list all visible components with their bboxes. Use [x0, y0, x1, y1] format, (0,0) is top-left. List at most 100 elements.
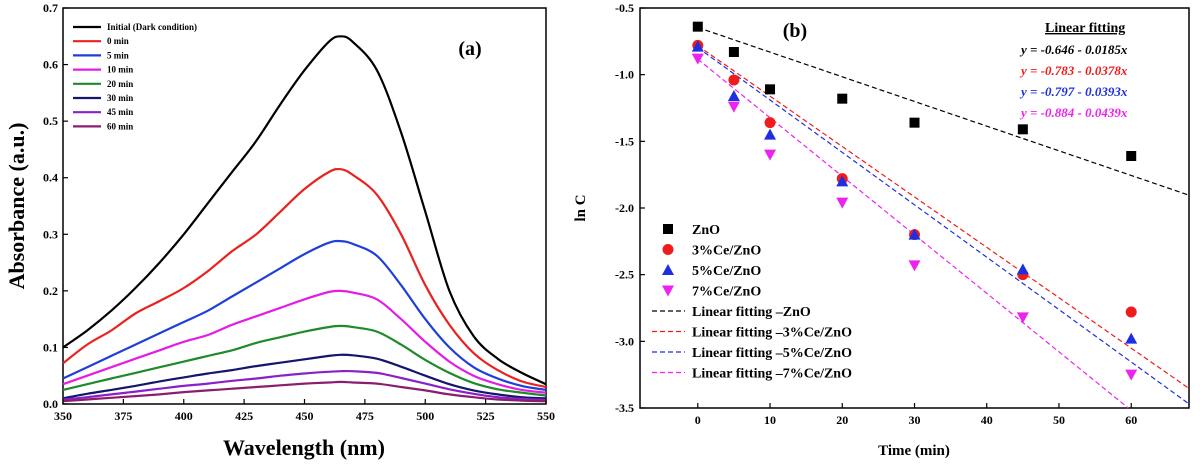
panel-b-point-zno [1017, 124, 1028, 135]
panel-b-legend-label-3-ce-zno: 3%Ce/ZnO [692, 244, 761, 259]
panel-b-point-7-ce-zno [764, 149, 777, 161]
panel-a-legend: Initial (Dark condition) 0 min 5 min 10 min… [73, 22, 197, 131]
panel-b-legend-fit-label-5-ce-zno: Linear fitting –5%Ce/ZnO [692, 346, 852, 361]
panel-b-point-5-ce-zno [727, 90, 740, 101]
panel-b-legend-fit-label-3-ce-zno: Linear fitting –3%Ce/ZnO [692, 326, 852, 341]
panel-b-x-axis-title: Time (min) [878, 443, 950, 459]
panel-b-point-5-ce-zno [836, 175, 849, 187]
panel-b-equation-5-ce-zno: y = -0.797 - 0.0393x [1019, 84, 1128, 99]
panel-a-y-axis-title: Absorbance (a.u.) [4, 123, 29, 290]
panel-a-legend-label-5-min: 5 min [107, 50, 129, 60]
panel-b-point-zno [765, 84, 776, 95]
panel-b-y-tick-label: -3.5 [615, 401, 634, 415]
panel-a-curves [62, 35, 547, 403]
panel-a-x-tick-label: 450 [296, 409, 314, 423]
panel-a-y-tick-label: 0.6 [43, 58, 58, 72]
panel-a-series-line-initial-dark-condition [62, 35, 547, 386]
panel-a-legend-label-10-min: 10 min [107, 65, 133, 75]
panel-b-point-5-ce-zno [1016, 263, 1029, 275]
panel-a-legend-label-30-min: 30 min [107, 93, 133, 103]
panel-a-series-line-30-min [62, 353, 547, 400]
panel-a-y-tick-label: 0.1 [43, 340, 58, 354]
panel-a-x-tick-label: 500 [416, 409, 434, 423]
panel-b-point-zno [909, 117, 920, 128]
panel-b-equation-zno: y = -0.646 - 0.0185x [1019, 42, 1128, 57]
panel-a-legend-label-45-min: 45 min [107, 107, 133, 117]
panel-b-legend: ZnO 3%Ce/ZnO 5%Ce/ZnO 7%Ce/ZnO Linear fittin… [652, 223, 852, 382]
panel-b-fit-title: Linear fitting [1045, 21, 1125, 36]
panel-b-point-7-ce-zno [1125, 369, 1138, 381]
panel-b-label: (b) [783, 20, 807, 42]
panel-b-x-tick-label: 40 [981, 413, 993, 427]
panel-b-y-tick-label: -2.5 [615, 268, 634, 282]
panel-b-legend-fit-label-7-ce-zno: Linear fitting –7%Ce/ZnO [692, 367, 852, 382]
panel-b-legend-marker-zno [663, 224, 673, 234]
panel-a-series-line-0-min [62, 167, 547, 389]
panel-b-point-7-ce-zno [908, 260, 921, 272]
panel-a-x-axis-title: Wavelength (nm) [223, 435, 385, 460]
panel-a-x-tick-label: 550 [537, 409, 555, 423]
panel-b-kinetics-plot: 0 10 20 30 40 50 60 -3.5 -3.0 -2.5 -2.0 -1.5 -1.0 -0.… [573, 1, 1190, 459]
panel-b-point-7-ce-zno [727, 101, 740, 113]
panel-a-ticks: 350 375 400 425 450 475 500 525 550 0.0 0.1 0.2 0.3 0… [43, 1, 555, 423]
panel-b-point-5-ce-zno [908, 228, 921, 240]
panel-a-x-tick-label: 350 [54, 409, 72, 423]
panel-a-label: (a) [458, 38, 481, 60]
panel-a-y-tick-label: 0.7 [43, 1, 58, 15]
panel-a-x-tick-label: 425 [235, 409, 253, 423]
panel-a-x-tick-label: 525 [477, 409, 495, 423]
panel-a-y-tick-label: 0.2 [43, 284, 58, 298]
panel-b-point-5-ce-zno [1125, 332, 1138, 344]
panel-b-legend-marker-3-ce-zno [662, 244, 674, 255]
panel-b-data-points [691, 21, 1138, 381]
panel-b-point-3-ce-zno [764, 117, 776, 129]
panel-a-legend-label-initial-dark-condition: Initial (Dark condition) [107, 22, 197, 32]
panel-b-x-tick-label: 50 [1053, 413, 1065, 427]
panel-b-y-tick-label: -1.0 [615, 68, 634, 82]
panel-b-point-zno [837, 93, 848, 104]
panel-b-x-tick-label: 60 [1125, 413, 1137, 427]
panel-b-point-7-ce-zno [836, 197, 849, 209]
panel-b-point-5-ce-zno [764, 128, 777, 140]
panel-b-legend-marker-5-ce-zno [662, 264, 674, 275]
panel-a-y-tick-label: 0.0 [43, 397, 58, 411]
panel-b-fit-line-3-ce-zno [697, 45, 1190, 389]
panel-a-legend-label-20-min: 20 min [107, 79, 133, 89]
panel-b-point-3-ce-zno [728, 74, 740, 86]
panel-b-equation-7-ce-zno: y = -0.884 - 0.0439x [1019, 105, 1128, 120]
panel-b-point-zno [1126, 151, 1137, 161]
panel-a-series-line-20-min [62, 324, 547, 397]
panel-a-y-tick-label: 0.5 [43, 114, 58, 128]
panel-a-legend-label-0-min: 0 min [107, 36, 129, 46]
panel-a-x-tick-label: 475 [356, 409, 374, 423]
panel-b-x-tick-label: 10 [764, 413, 776, 427]
panel-b-fit-equations: Linear fitting y = -0.646 - 0.0185x y = -… [1019, 21, 1128, 120]
panel-b-legend-label-zno: ZnO [692, 223, 720, 238]
panel-b-legend-label-5-ce-zno: 5%Ce/ZnO [692, 264, 761, 279]
panel-b-point-7-ce-zno [1016, 312, 1029, 324]
panel-b-x-tick-label: 20 [836, 413, 848, 427]
panel-a-uv-vis-spectra: 350 375 400 425 450 475 500 525 550 0.0 0.1 0.2 0.3 0… [4, 1, 555, 460]
panel-b-point-zno [728, 47, 739, 57]
panel-a-series-line-5-min [62, 239, 547, 391]
panel-a-series-line-60-min [62, 380, 547, 403]
panel-b-equation-3-ce-zno: y = -0.783 - 0.0378x [1019, 63, 1128, 78]
panel-a-legend-label-60-min: 60 min [107, 121, 133, 131]
panel-b-legend-fit-label-zno: Linear fitting –ZnO [692, 305, 811, 320]
panel-a-series-line-10-min [62, 289, 547, 394]
panel-b-point-7-ce-zno [691, 53, 704, 65]
panel-a-series-line-45-min [62, 369, 547, 402]
panel-b-x-tick-label: 0 [695, 413, 701, 427]
panel-b-y-tick-label: -1.5 [615, 134, 634, 148]
panel-b-x-tick-label: 30 [909, 413, 921, 427]
panel-b-legend-label-7-ce-zno: 7%Ce/ZnO [692, 285, 761, 300]
panel-b-fit-line-5-ce-zno [697, 47, 1190, 405]
panel-b-y-axis-title: ln C [573, 194, 589, 221]
panel-b-ticks: 0 10 20 30 40 50 60 -3.5 -3.0 -2.5 -2.0 -1.5 -1.0 -0.… [615, 1, 1137, 427]
panel-b-point-zno [692, 21, 703, 32]
panel-b-y-tick-label: -3.0 [615, 334, 634, 348]
panel-b-legend-marker-7-ce-zno [662, 285, 674, 297]
panel-a-x-tick-label: 375 [114, 409, 132, 423]
panel-a-y-tick-label: 0.3 [43, 227, 58, 241]
